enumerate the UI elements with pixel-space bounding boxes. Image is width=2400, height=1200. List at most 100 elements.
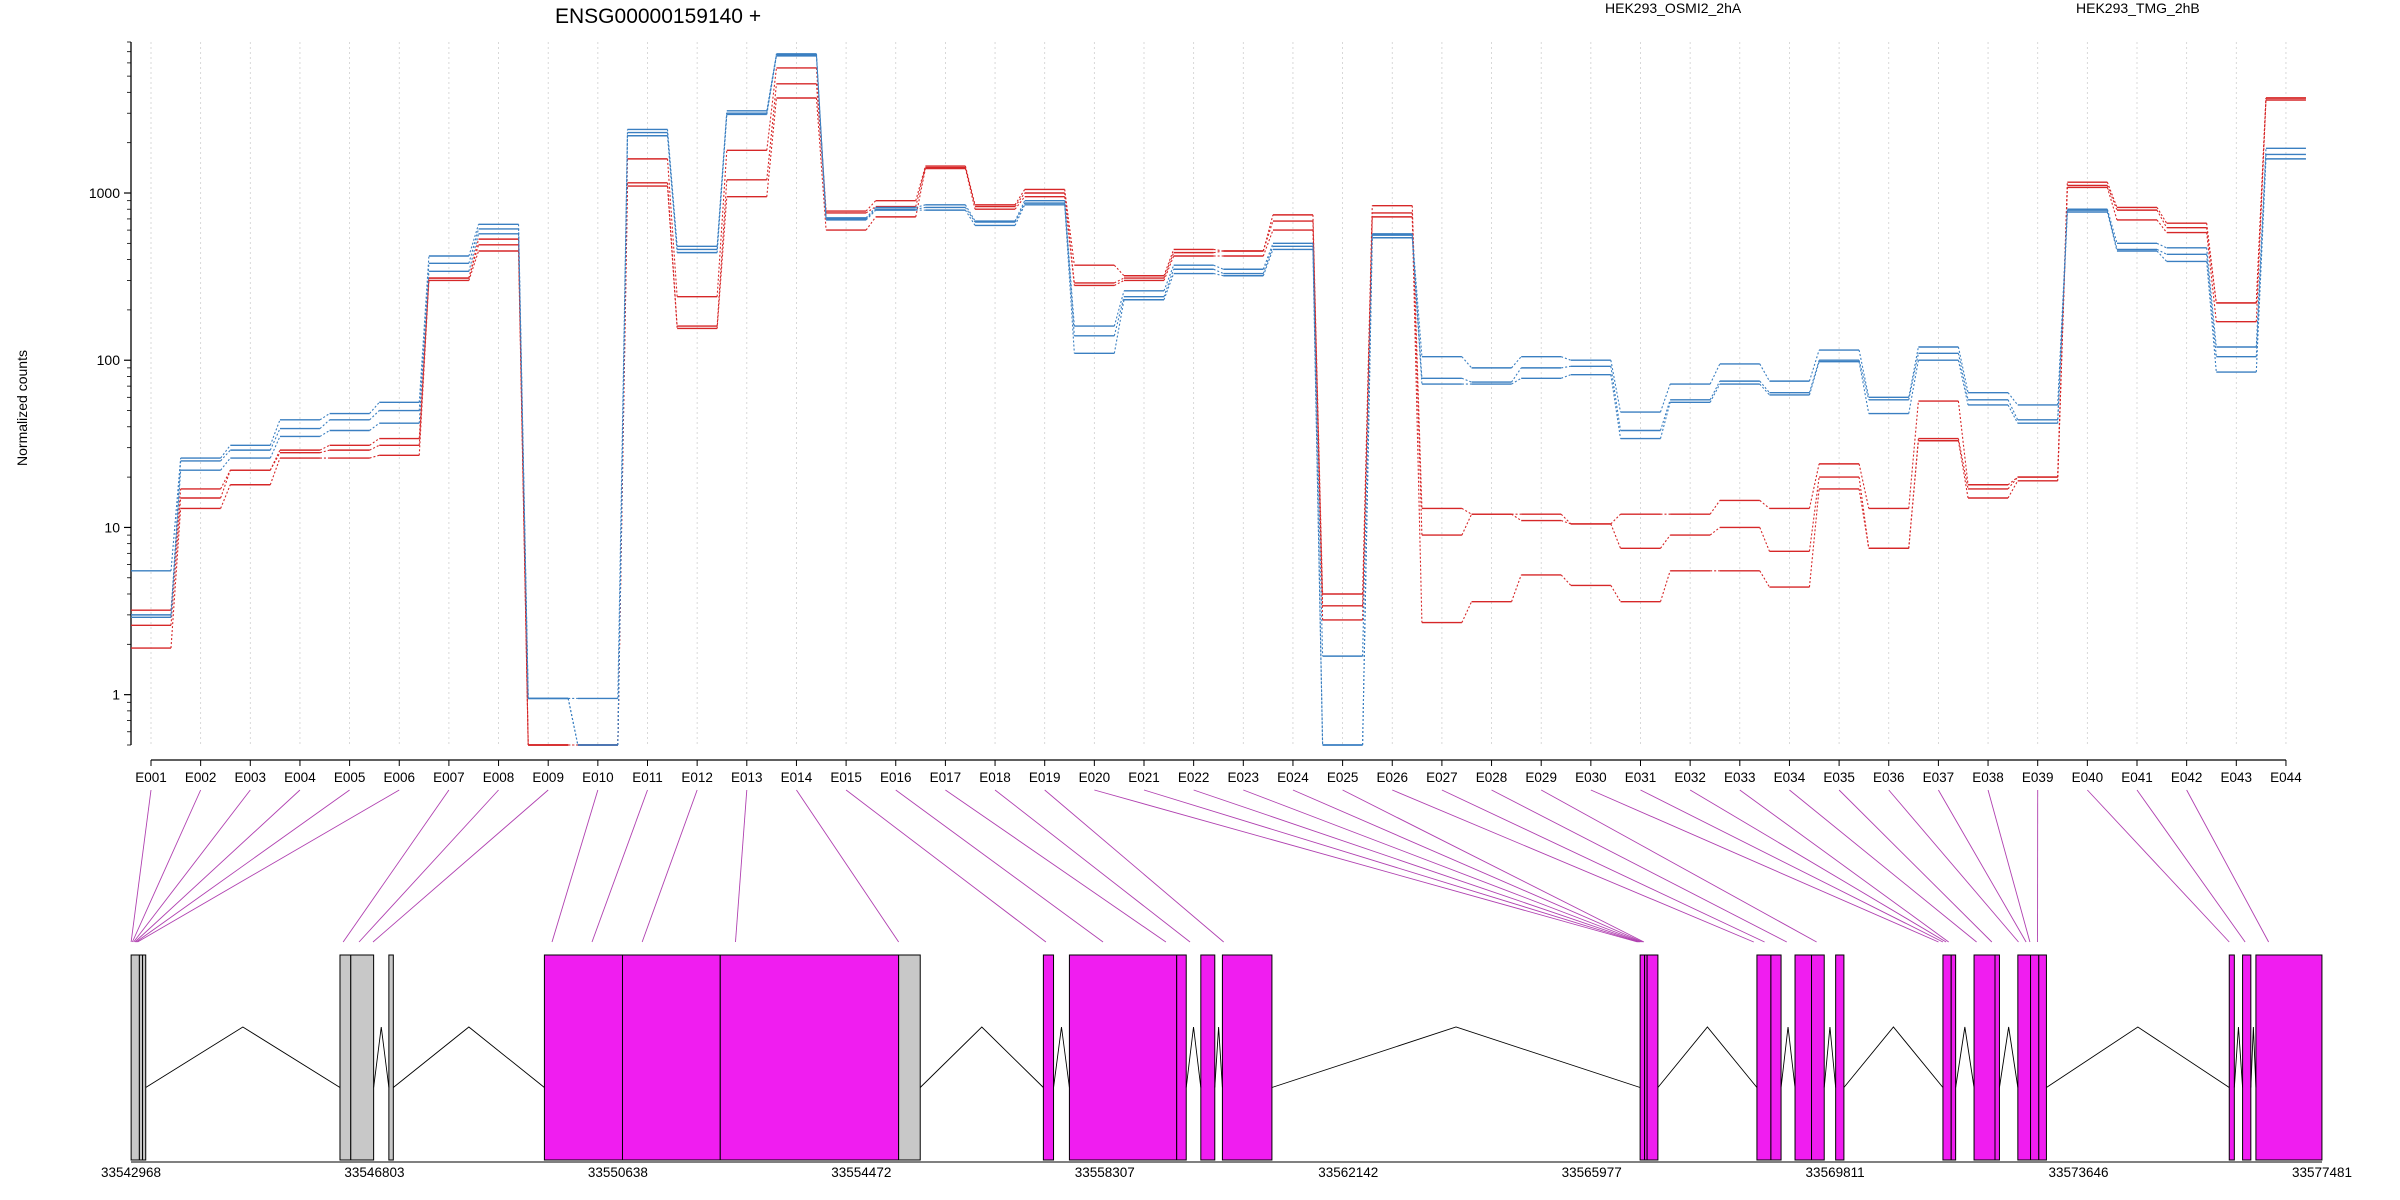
connector-e021 <box>1143 789 1639 943</box>
connector-e035 <box>1838 789 1993 943</box>
transition <box>1312 230 1324 620</box>
connector-e015 <box>845 789 1047 943</box>
transition <box>2007 476 2019 490</box>
exon-block <box>621 954 721 1161</box>
transition <box>319 430 330 437</box>
transition <box>1262 243 1274 270</box>
exon-block <box>1221 954 1273 1161</box>
transition <box>1659 383 1671 413</box>
connector-e010 <box>551 789 599 943</box>
transition <box>2156 209 2168 228</box>
transition <box>617 135 629 746</box>
legend-label-tmg: HEK293_TMG_2hB <box>2076 0 2200 16</box>
connector-e009 <box>372 789 549 943</box>
exon-block <box>350 954 375 1161</box>
connector-e022 <box>1193 789 1641 943</box>
transition <box>1957 440 1969 499</box>
transition <box>1213 272 1224 277</box>
intron <box>919 1026 1044 1088</box>
exon-label-e028: E028 <box>1476 770 1508 785</box>
exon-label-e024: E024 <box>1277 770 1309 785</box>
exon-block <box>130 954 140 1161</box>
connector-e017 <box>945 789 1167 943</box>
coord-tick-label: 33542968 <box>101 1165 161 1180</box>
transition <box>915 167 926 207</box>
transition <box>1759 383 1770 396</box>
transition <box>766 97 777 197</box>
exon-block <box>1756 954 1772 1161</box>
exon-label-e034: E034 <box>1774 770 1806 785</box>
transition <box>1759 363 1770 382</box>
transition <box>2007 404 2019 424</box>
exon-label-e003: E003 <box>235 770 267 785</box>
transition <box>1312 246 1324 746</box>
connector-e036 <box>1888 789 2019 943</box>
transition <box>170 497 182 626</box>
transition <box>1163 269 1175 297</box>
transition <box>220 484 231 509</box>
transition <box>915 165 926 201</box>
transition <box>815 55 827 220</box>
connector-e003 <box>133 789 251 943</box>
transition <box>1163 255 1175 281</box>
transition <box>766 54 777 114</box>
connector-e029 <box>1540 789 1817 943</box>
transition <box>1561 374 1572 379</box>
transition <box>1411 205 1423 509</box>
transition <box>1113 264 1125 277</box>
transition <box>170 508 182 649</box>
exon-label-e042: E042 <box>2171 770 2203 785</box>
transition <box>269 452 281 471</box>
transition <box>1262 249 1274 276</box>
connector-e032 <box>1689 789 1947 943</box>
transition <box>716 150 728 297</box>
transition <box>815 54 827 219</box>
series-6 <box>131 55 2306 746</box>
connector-e037 <box>1938 789 2027 943</box>
connector-e025 <box>1342 789 1645 943</box>
exon-label-e026: E026 <box>1376 770 1408 785</box>
series-lines <box>131 53 2306 746</box>
exon-label-e030: E030 <box>1575 770 1607 785</box>
connector-e026 <box>1392 789 1754 943</box>
exon-label-e039: E039 <box>2022 770 2054 785</box>
transition <box>1163 249 1175 276</box>
connector-e001 <box>130 789 152 943</box>
transition <box>2156 207 2168 224</box>
intron <box>1271 1026 1641 1088</box>
exon-block <box>388 954 394 1161</box>
connector-e024 <box>1292 789 1643 943</box>
transition <box>1064 204 1075 354</box>
transition <box>2206 223 2217 304</box>
intron <box>1214 1026 1223 1088</box>
connector-e006 <box>137 789 400 943</box>
transition <box>766 67 777 151</box>
intron <box>2046 1026 2230 1088</box>
intron <box>1185 1026 1202 1088</box>
exon-label-e023: E023 <box>1228 770 1260 785</box>
transition <box>716 179 728 327</box>
transition <box>1362 237 1373 746</box>
exon-block <box>1942 954 1952 1161</box>
transition <box>1759 380 1770 393</box>
coord-tick-label: 33550638 <box>588 1165 648 1180</box>
transition <box>468 238 480 279</box>
transition <box>964 207 976 223</box>
exon-label-e029: E029 <box>1525 770 1557 785</box>
exon-block <box>543 954 623 1161</box>
transition <box>1858 488 1870 549</box>
transition <box>1461 377 1472 383</box>
exon-block <box>1770 954 1782 1161</box>
transition <box>666 135 678 253</box>
x-axis: E001 E002 E003 E004 E005 E006 E007 E008 E009 E010… <box>135 759 2302 785</box>
exon-block <box>1811 954 1825 1161</box>
transition <box>964 165 976 205</box>
exon-label-e017: E017 <box>930 770 962 785</box>
intron <box>145 1026 341 1088</box>
transition <box>1808 463 1820 509</box>
transition <box>319 413 330 421</box>
transition <box>1610 523 1622 549</box>
transition <box>1908 360 1919 414</box>
series-2 <box>131 83 2306 746</box>
transition <box>2106 182 2118 208</box>
